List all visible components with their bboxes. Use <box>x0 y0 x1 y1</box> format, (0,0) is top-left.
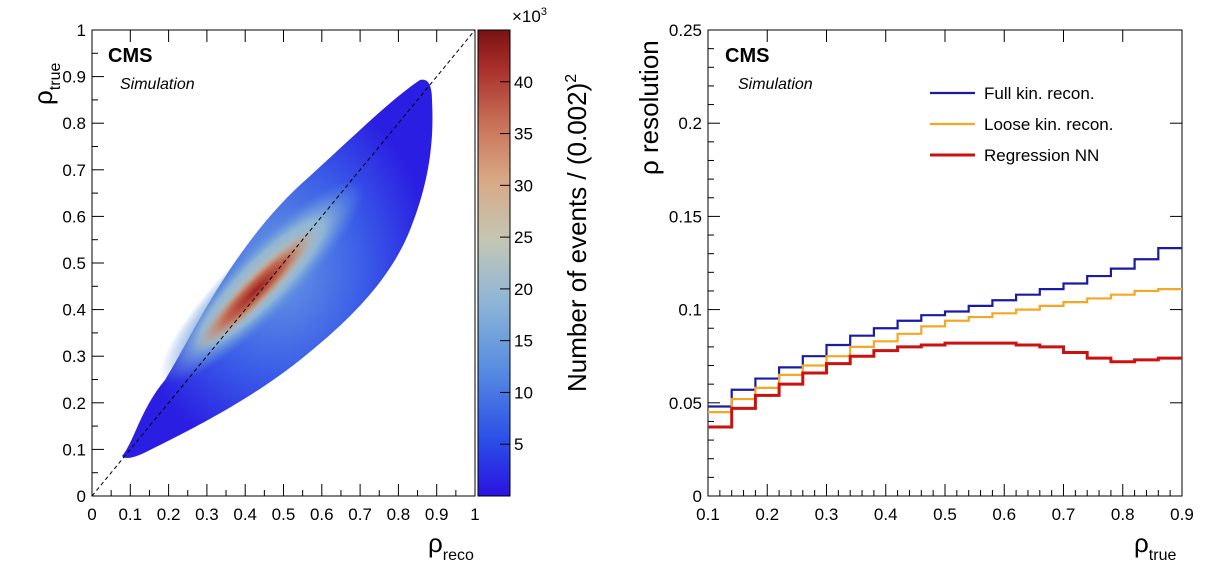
left-x-tick-label: 0.2 <box>157 505 181 524</box>
colorbar-multiplier: ×103 <box>512 6 547 26</box>
right-plot-frame <box>707 29 1183 497</box>
right-x-tick-label: 0.8 <box>1111 505 1135 524</box>
series-full-kin-recon <box>708 246 1182 408</box>
right-y-tick-label: 0.15 <box>669 207 702 226</box>
colorbar-tick-label: 20 <box>514 280 533 299</box>
legend-label: Full kin. recon. <box>984 84 1095 103</box>
heatmap-core-density <box>194 228 318 352</box>
series-loose-kin-recon <box>708 287 1182 414</box>
left-panel: 0 0.1 0.2 0.3 0.4 0.5 0.6 0.7 0.8 0.9 1 0 0.1 0.2 0.3… <box>28 6 592 564</box>
right-panel: 0.1 0.2 0.3 0.4 0.5 0.6 0.7 0.8 0.9 0 0.05 0.1 0.15… <box>634 21 1194 564</box>
legend-label: Loose kin. recon. <box>984 115 1113 134</box>
left-y-tick-label: 0 <box>77 487 86 506</box>
left-x-ticks: 0 0.1 0.2 0.3 0.4 0.5 0.6 0.7 0.8 0.9 1 <box>87 30 480 524</box>
right-simulation-label: Simulation <box>738 76 813 93</box>
right-x-tick-label: 0.1 <box>696 505 720 524</box>
colorbar-tick-label: 25 <box>514 228 533 247</box>
colorbar-tick-label: 35 <box>514 125 533 144</box>
colorbar-tick-label: 15 <box>514 332 533 351</box>
legend-item-regression-nn: Regression NN <box>930 146 1099 165</box>
left-x-tick-label: 0.6 <box>310 505 334 524</box>
left-x-tick-label: 0.7 <box>348 505 372 524</box>
right-cms-label: CMS <box>725 45 769 67</box>
colorbar <box>477 29 511 497</box>
left-y-tick-label: 0.4 <box>62 301 86 320</box>
left-y-tick-label: 0.6 <box>62 207 86 226</box>
left-y-tick-label: 0.5 <box>62 254 86 273</box>
left-cms-label: CMS <box>108 45 152 67</box>
colorbar-label: Number of events / (0.002)2 <box>562 74 592 392</box>
right-x-tick-label: 0.7 <box>1052 505 1076 524</box>
left-y-ticks: 0 0.1 0.2 0.3 0.4 0.5 0.6 0.7 0.8 0.9 1 <box>62 21 104 506</box>
left-x-tick-label: 1 <box>470 505 479 524</box>
right-x-ticks: 0.1 0.2 0.3 0.4 0.5 0.6 0.7 0.8 0.9 <box>696 30 1194 524</box>
left-y-tick-label: 1 <box>77 21 86 40</box>
left-y-tick-label: 0.1 <box>62 440 86 459</box>
colorbar-tick-label: 5 <box>514 435 523 454</box>
right-y-tick-label: 0.05 <box>669 394 702 413</box>
right-x-tick-label: 0.3 <box>815 505 839 524</box>
legend-item-full-kin-recon: Full kin. recon. <box>930 84 1095 103</box>
legend-item-loose-kin-recon: Loose kin. recon. <box>930 115 1113 134</box>
left-y-axis-title: ρtrue <box>28 63 64 105</box>
right-y-tick-label: 0.25 <box>669 21 702 40</box>
left-y-tick-label: 0.8 <box>62 114 86 133</box>
left-x-tick-label: 0.9 <box>425 505 449 524</box>
left-x-tick-label: 0.1 <box>118 505 142 524</box>
left-y-tick-label: 0.9 <box>62 68 86 87</box>
left-x-tick-label: 0 <box>87 505 96 524</box>
right-y-tick-label: 0.1 <box>678 301 702 320</box>
right-x-tick-label: 0.5 <box>933 505 957 524</box>
right-x-axis-title: ρtrue <box>1134 528 1176 564</box>
right-y-ticks: 0 0.05 0.1 0.15 0.2 0.25 <box>669 21 1182 506</box>
colorbar-tick-label: 10 <box>514 383 533 402</box>
left-y-tick-label: 0.7 <box>62 161 86 180</box>
right-x-tick-label: 0.2 <box>755 505 779 524</box>
right-y-tick-label: 0.2 <box>678 114 702 133</box>
left-simulation-label: Simulation <box>120 76 195 93</box>
colorbar-tick-label: 40 <box>514 73 533 92</box>
series-regression-nn <box>708 341 1182 429</box>
left-x-tick-label: 0.8 <box>387 505 411 524</box>
legend-label: Regression NN <box>984 146 1099 165</box>
resolution-series <box>708 246 1182 429</box>
right-y-axis-title: ρ resolution <box>634 40 664 175</box>
diagonal-reference-line <box>92 30 475 496</box>
left-x-tick-label: 0.3 <box>195 505 219 524</box>
left-x-tick-label: 0.4 <box>233 505 257 524</box>
colorbar-ticks: 5 10 15 20 25 30 35 40 <box>500 73 533 454</box>
right-x-tick-label: 0.9 <box>1170 505 1194 524</box>
right-y-tick-label: 0 <box>693 487 702 506</box>
legend: Full kin. recon. Loose kin. recon. Regress… <box>930 84 1113 165</box>
left-x-tick-label: 0.5 <box>272 505 296 524</box>
left-y-tick-label: 0.3 <box>62 347 86 366</box>
left-x-axis-title: ρreco <box>428 528 474 564</box>
left-y-tick-label: 0.2 <box>62 394 86 413</box>
colorbar-tick-label: 30 <box>514 176 533 195</box>
heatmap-distribution <box>92 30 475 496</box>
right-x-tick-label: 0.6 <box>992 505 1016 524</box>
right-x-tick-label: 0.4 <box>874 505 898 524</box>
